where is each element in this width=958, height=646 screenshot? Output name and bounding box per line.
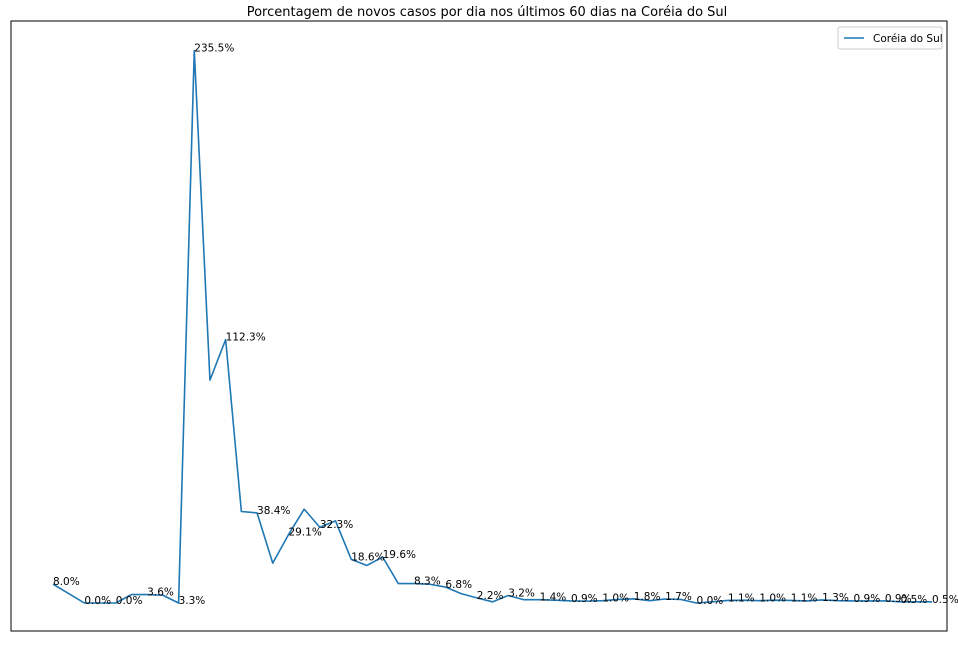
data-label: 1.3% xyxy=(822,592,849,604)
data-label: 1.1% xyxy=(728,592,755,604)
data-label: 1.0% xyxy=(602,593,629,605)
legend: Coréia do Sul xyxy=(838,27,943,49)
data-label: 29.1% xyxy=(288,527,321,539)
data-label: 112.3% xyxy=(226,332,266,344)
data-label: 2.2% xyxy=(477,590,504,602)
data-label: 38.4% xyxy=(257,505,290,517)
data-label: 8.3% xyxy=(414,576,441,588)
legend-label: Coréia do Sul xyxy=(873,33,943,45)
data-label: 6.8% xyxy=(445,579,472,591)
data-label: 0.0% xyxy=(697,595,724,607)
data-label: 3.2% xyxy=(508,587,535,599)
data-label: 0.5% xyxy=(932,594,958,606)
data-label: 1.0% xyxy=(759,593,786,605)
data-label: 0.0% xyxy=(84,595,111,607)
data-label: 3.3% xyxy=(179,595,206,607)
data-label: 0.5% xyxy=(901,594,928,606)
data-label: 0.9% xyxy=(854,593,881,605)
data-label: 0.9% xyxy=(571,593,598,605)
data-label: 32.3% xyxy=(320,519,353,531)
data-label: 1.4% xyxy=(540,592,567,604)
data-label: 18.6% xyxy=(351,551,384,563)
data-label: 1.1% xyxy=(791,592,818,604)
chart-title: Porcentagem de novos casos por dia nos ú… xyxy=(247,5,728,20)
data-label: 3.6% xyxy=(147,587,174,599)
data-label: 19.6% xyxy=(383,549,416,561)
data-label: 8.0% xyxy=(53,576,80,588)
data-label: 0.0% xyxy=(116,595,143,607)
data-label: 1.7% xyxy=(665,591,692,603)
data-label: 235.5% xyxy=(194,43,234,55)
data-label: 1.8% xyxy=(634,591,661,603)
